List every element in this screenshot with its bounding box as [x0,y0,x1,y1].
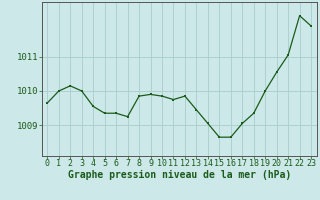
X-axis label: Graphe pression niveau de la mer (hPa): Graphe pression niveau de la mer (hPa) [68,170,291,180]
